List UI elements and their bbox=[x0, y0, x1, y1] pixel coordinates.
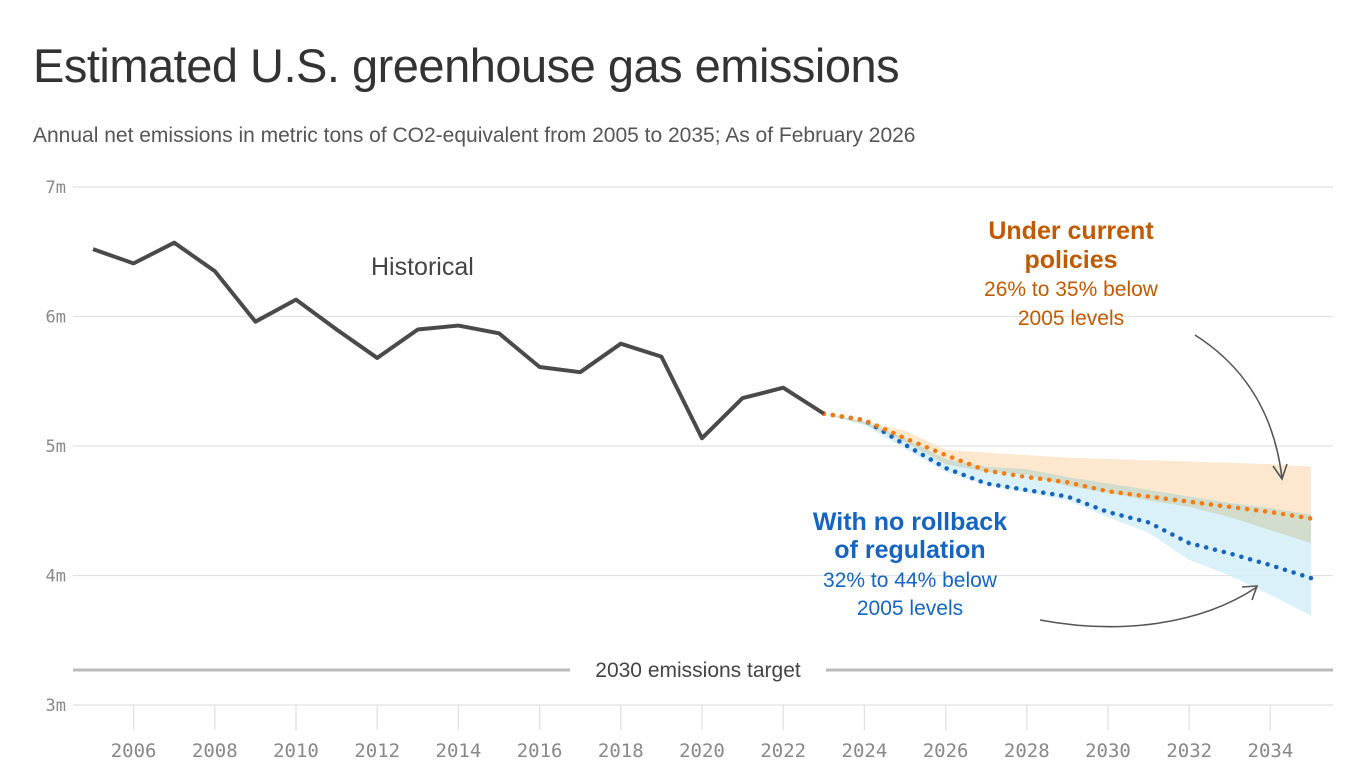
norollback-title-line2: of regulation bbox=[834, 536, 985, 564]
y-tick-label: 4m bbox=[46, 567, 66, 587]
norollback-range-line2: 2005 levels bbox=[857, 597, 963, 620]
norollback-title-line1: With no rollback bbox=[813, 508, 1007, 536]
series-line-historical bbox=[92, 240, 825, 441]
gridlines bbox=[73, 186, 1333, 706]
norollback-arrow bbox=[1039, 586, 1258, 628]
target-line-label: 2030 emissions target bbox=[595, 659, 801, 682]
x-tick-label: 2020 bbox=[679, 740, 725, 762]
x-tick-label: 2032 bbox=[1166, 740, 1212, 762]
axes: 7m 6m 5m 4m 3m 2006 2008 2010 2012 2014 2016 2018 20… bbox=[46, 178, 1294, 762]
y-tick-label: 5m bbox=[46, 437, 66, 457]
x-tick-label: 2006 bbox=[111, 740, 157, 762]
current-policies-annotation: Under current policies 26% to 35% below … bbox=[984, 217, 1159, 330]
norollback-range-line1: 32% to 44% below bbox=[823, 569, 998, 592]
current-range-line1: 26% to 35% below bbox=[984, 278, 1159, 301]
y-tick-label: 3m bbox=[46, 696, 66, 716]
x-tick-label: 2026 bbox=[923, 740, 969, 762]
y-tick-label: 7m bbox=[46, 178, 66, 198]
series-line-under-current-policies bbox=[821, 411, 1314, 521]
x-tick-label: 2014 bbox=[436, 740, 482, 762]
current-arrow bbox=[1194, 334, 1283, 479]
band-overlap bbox=[823, 413, 1311, 544]
no-rollback-annotation: With no rollback of regulation 32% to 44… bbox=[813, 508, 1007, 620]
target-line: 2030 emissions target bbox=[73, 659, 1333, 682]
x-tick-label: 2030 bbox=[1085, 740, 1131, 762]
current-title-line2: policies bbox=[1024, 246, 1117, 274]
norollback-arrowhead bbox=[1241, 585, 1259, 601]
x-tick-label: 2028 bbox=[1004, 740, 1050, 762]
x-tick-label: 2008 bbox=[192, 740, 238, 762]
series-lines bbox=[92, 240, 1314, 581]
current-range-line2: 2005 levels bbox=[1018, 307, 1124, 330]
x-tick-label: 2024 bbox=[842, 740, 888, 762]
x-tick-label: 2018 bbox=[598, 740, 644, 762]
projection-bands bbox=[823, 413, 1311, 616]
x-tick-label: 2022 bbox=[760, 740, 806, 762]
chart-subtitle: Annual net emissions in metric tons of C… bbox=[33, 124, 916, 147]
historical-label: Historical bbox=[371, 253, 474, 281]
x-tick-label: 2010 bbox=[273, 740, 319, 762]
x-tick-label: 2016 bbox=[517, 740, 563, 762]
y-tick-label: 6m bbox=[46, 308, 66, 328]
chart-title: Estimated U.S. greenhouse gas emissions bbox=[33, 39, 900, 92]
annotation-arrows bbox=[1039, 334, 1288, 628]
current-arrowhead bbox=[1272, 463, 1288, 481]
x-tick-label: 2034 bbox=[1248, 740, 1294, 762]
current-title-line1: Under current bbox=[988, 217, 1154, 245]
x-tick-label: 2012 bbox=[354, 740, 400, 762]
